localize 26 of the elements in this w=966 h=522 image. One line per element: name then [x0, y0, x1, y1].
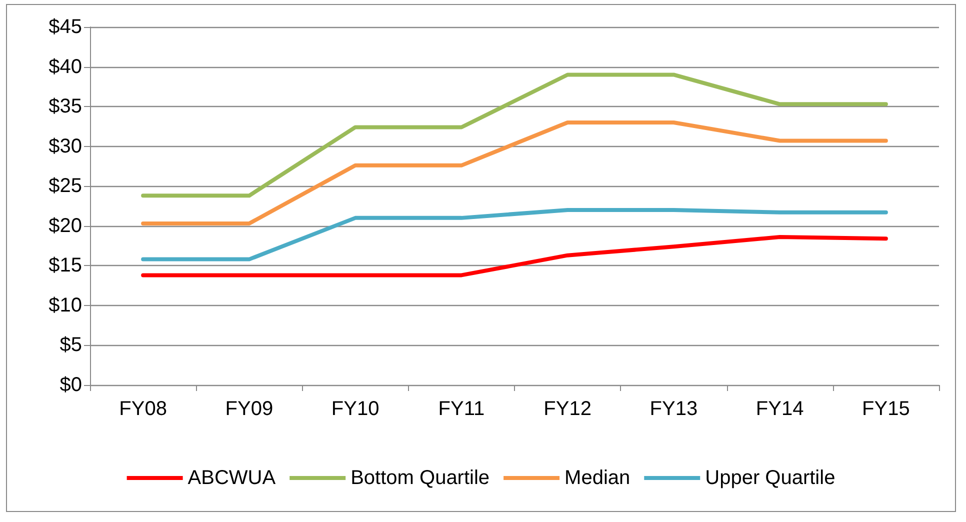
x-tick-label: FY13: [650, 398, 698, 420]
y-tick-label: $30: [48, 135, 82, 158]
y-tick-label: $10: [48, 294, 82, 316]
x-tick-label: FY14: [756, 398, 804, 420]
line-series: [141, 208, 888, 262]
x-tick-label: FY10: [331, 398, 380, 420]
line-series: [141, 72, 888, 198]
y-tick-label: $0: [60, 374, 82, 396]
y-tick-label: $15: [48, 254, 82, 277]
legend-label: Bottom Quartile: [350, 467, 490, 489]
y-tick-label: $35: [48, 96, 82, 118]
line-series: [141, 235, 888, 278]
x-tick-label: FY09: [225, 398, 274, 420]
x-tick-label: FY08: [119, 398, 167, 420]
x-tick-label: FY12: [544, 398, 592, 420]
legend-label: Upper Quartile: [705, 467, 836, 489]
y-tick-label: $20: [48, 214, 82, 237]
y-tick-label: $5: [60, 334, 82, 356]
y-tick-label: $45: [48, 16, 82, 38]
legend-label: Median: [564, 467, 630, 489]
y-tick-label: $25: [48, 175, 82, 198]
legend-label: ABCWUA: [188, 467, 276, 489]
x-tick-label: FY11: [438, 398, 485, 420]
x-tick-label: FY15: [862, 398, 910, 420]
y-tick-label: $40: [48, 56, 82, 78]
line-series: [141, 120, 888, 226]
